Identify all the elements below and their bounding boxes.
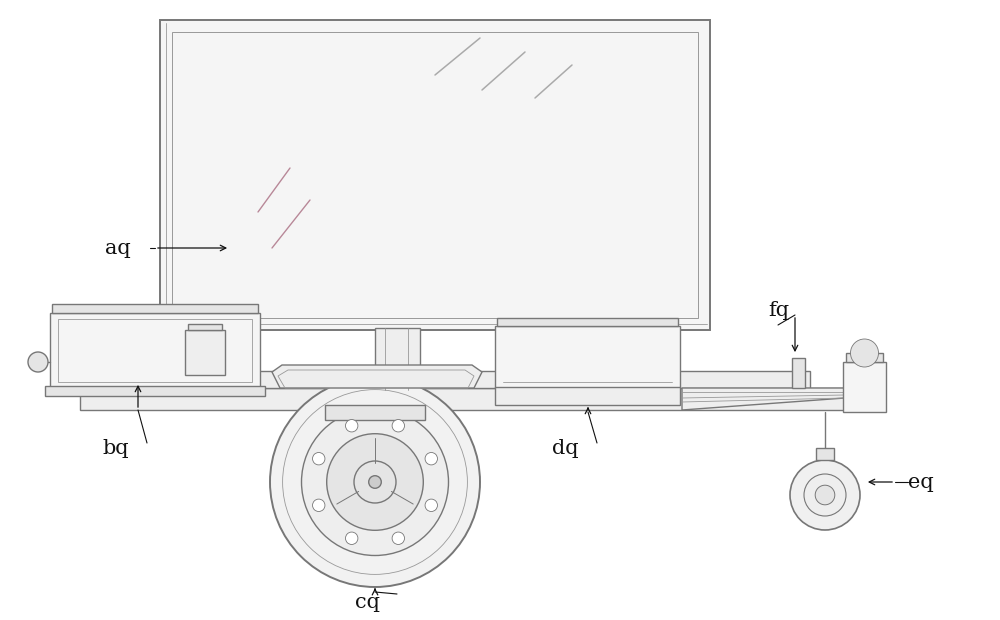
Text: fq: fq — [768, 301, 789, 319]
Polygon shape — [497, 318, 678, 326]
Circle shape — [850, 339, 879, 367]
Polygon shape — [495, 326, 680, 388]
Polygon shape — [110, 371, 810, 388]
Polygon shape — [843, 362, 886, 412]
Circle shape — [392, 420, 405, 432]
Polygon shape — [45, 386, 265, 396]
Circle shape — [327, 434, 423, 530]
Circle shape — [425, 499, 437, 511]
Polygon shape — [682, 388, 845, 410]
Polygon shape — [160, 20, 710, 330]
Circle shape — [392, 532, 405, 544]
Circle shape — [369, 476, 381, 489]
Circle shape — [302, 409, 448, 556]
Text: dq: dq — [552, 438, 579, 458]
Text: bq: bq — [102, 438, 129, 458]
Polygon shape — [50, 313, 260, 388]
Polygon shape — [375, 328, 420, 390]
Text: cq: cq — [355, 593, 380, 611]
Polygon shape — [80, 388, 875, 410]
Circle shape — [313, 499, 325, 511]
Polygon shape — [188, 324, 222, 330]
Circle shape — [815, 485, 835, 505]
Polygon shape — [325, 405, 425, 420]
Circle shape — [313, 453, 325, 465]
Circle shape — [790, 460, 860, 530]
Polygon shape — [272, 365, 482, 388]
Circle shape — [804, 474, 846, 516]
Polygon shape — [495, 387, 680, 405]
Text: eq: eq — [908, 472, 934, 492]
Polygon shape — [816, 448, 834, 460]
Circle shape — [28, 352, 48, 372]
Circle shape — [345, 420, 358, 432]
Circle shape — [345, 532, 358, 544]
Circle shape — [425, 453, 437, 465]
Polygon shape — [185, 330, 225, 375]
Polygon shape — [846, 353, 883, 362]
Polygon shape — [792, 358, 805, 388]
Circle shape — [354, 461, 396, 503]
Text: aq: aq — [105, 239, 131, 257]
Polygon shape — [52, 304, 258, 313]
Circle shape — [270, 377, 480, 587]
